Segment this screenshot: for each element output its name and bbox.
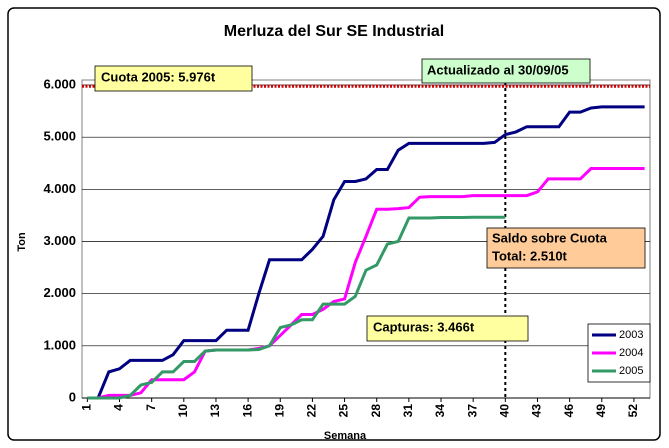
y-tick-label: 3.000 (43, 233, 76, 248)
y-tick-label: 2.000 (43, 285, 76, 300)
legend-label: 2003 (619, 329, 643, 341)
x-tick-label: 31 (401, 404, 415, 418)
x-tick-label: 37 (465, 404, 479, 418)
chart-title: Merluza del Sur SE Industrial (224, 23, 445, 40)
x-tick-label: 46 (562, 404, 576, 418)
y-tick-label: 0 (69, 389, 76, 404)
legend-label: 2004 (619, 347, 643, 359)
x-tick-label: 52 (626, 404, 640, 418)
x-tick-label: 13 (208, 404, 222, 418)
x-tick-label: 49 (594, 404, 608, 418)
x-tick-label: 22 (305, 404, 319, 418)
chart: Merluza del Sur SE Industrial Semana Ton… (0, 0, 669, 448)
x-tick-label: 4 (112, 404, 126, 411)
quota-label: Cuota 2005: 5.976t (101, 69, 216, 84)
y-tick-label: 1.000 (43, 337, 76, 352)
x-tick-label: 1 (80, 404, 94, 411)
y-tick-label: 6.000 (43, 76, 76, 91)
balance-label: Total: 2.510t (492, 248, 568, 263)
x-tick-label: 25 (337, 404, 351, 418)
y-tick-label: 5.000 (43, 129, 76, 144)
x-axis-label: Semana (324, 430, 367, 442)
x-tick-label: 28 (369, 404, 383, 418)
x-tick-label: 10 (176, 404, 190, 418)
x-tick-label: 34 (433, 404, 447, 418)
legend-label: 2005 (619, 365, 643, 377)
x-tick-label: 16 (240, 404, 254, 418)
x-tick-label: 43 (530, 404, 544, 418)
catch-label: Capturas: 3.466t (373, 319, 475, 334)
balance-label: Saldo sobre Cuota (492, 230, 608, 245)
x-tick-label: 7 (144, 404, 158, 411)
x-tick-label: 19 (272, 404, 286, 418)
x-tick-label: 40 (497, 404, 511, 418)
y-tick-label: 4.000 (43, 181, 76, 196)
y-axis-label: Ton (16, 232, 28, 252)
update-label: Actualizado al 30/09/05 (427, 62, 569, 77)
